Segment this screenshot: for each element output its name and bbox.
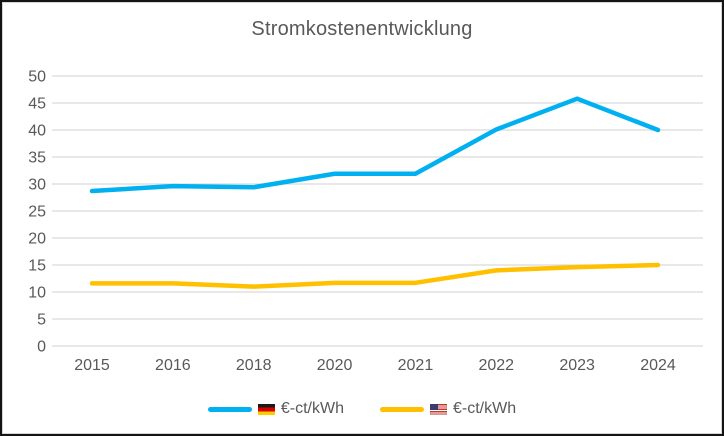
x-axis-tick-label: 2015 [74,357,110,374]
legend-item-germany: €-ct/kWh [207,400,344,418]
germany-series-swatch [207,406,252,412]
us-flag-icon [430,403,447,415]
chart-legend: €-ct/kWh €-ct/kWh [2,399,722,419]
x-axis-tick-label: 2024 [640,357,676,374]
chart-title: Stromkostenentwicklung [251,18,473,40]
x-axis-tick-label: 2020 [317,357,353,374]
legend-label-germany: €-ct/kWh [280,400,344,417]
y-axis-tick-label: 40 [28,123,46,140]
x-axis-tick-label: 2016 [155,357,191,374]
y-axis-tick-label: 50 [28,69,46,86]
y-axis-tick-label: 5 [37,312,46,329]
x-axis-tick-label: 2018 [236,357,272,374]
legend-item-usa: €-ct/kWh [380,400,516,418]
x-axis-tick-label: 2021 [398,357,434,374]
germany-flag-icon [257,403,275,415]
y-axis-tick-label: 20 [28,231,46,248]
y-axis-tick-label: 0 [37,339,46,356]
x-axis-tick-label: 2023 [559,357,595,374]
x-axis-tick-label: 2022 [478,357,514,374]
y-axis-tick-label: 25 [28,204,46,221]
usa-series-swatch [380,406,424,412]
legend-label-usa: €-ct/kWh [453,400,517,417]
series-line [89,96,661,194]
y-axis-tick-label: 15 [28,258,46,275]
y-axis-tick-label: 45 [28,96,46,113]
y-axis-tick-label: 30 [28,177,46,194]
series-line [89,262,661,289]
y-axis-tick-label: 10 [28,285,46,302]
y-axis-tick-label: 35 [28,150,46,167]
